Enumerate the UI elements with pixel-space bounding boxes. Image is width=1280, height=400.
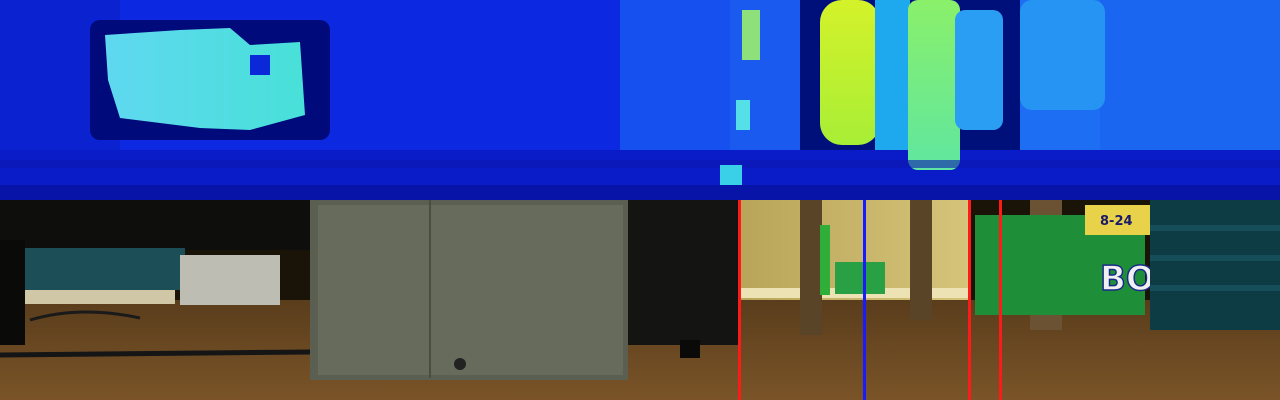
red-marker-line xyxy=(968,200,971,400)
red-marker-line xyxy=(738,200,741,400)
depth-map-image xyxy=(0,0,1280,200)
camera-view-image: 8-24 BOU xyxy=(0,200,1280,400)
red-marker-line xyxy=(999,200,1002,400)
blue-marker-line xyxy=(863,200,866,400)
depth-map-panel xyxy=(0,0,1280,200)
package-small-text: 8-24 xyxy=(1100,214,1133,229)
camera-view-panel: 8-24 BOU xyxy=(0,200,1280,400)
